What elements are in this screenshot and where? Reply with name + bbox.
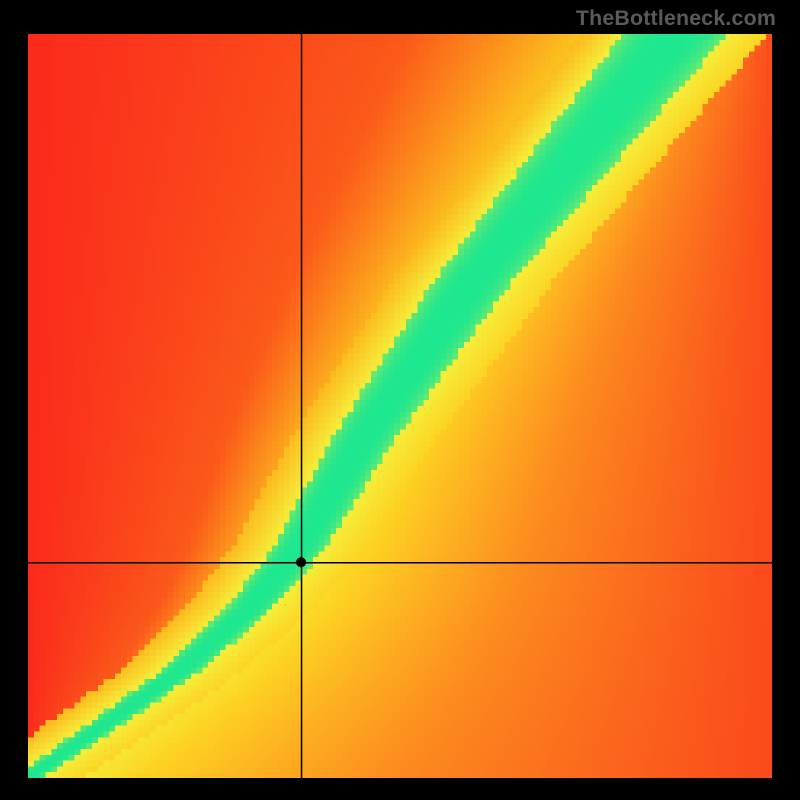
overlay-canvas [28,34,772,778]
watermark-text: TheBottleneck.com [576,6,776,31]
chart-container: TheBottleneck.com [0,0,800,800]
